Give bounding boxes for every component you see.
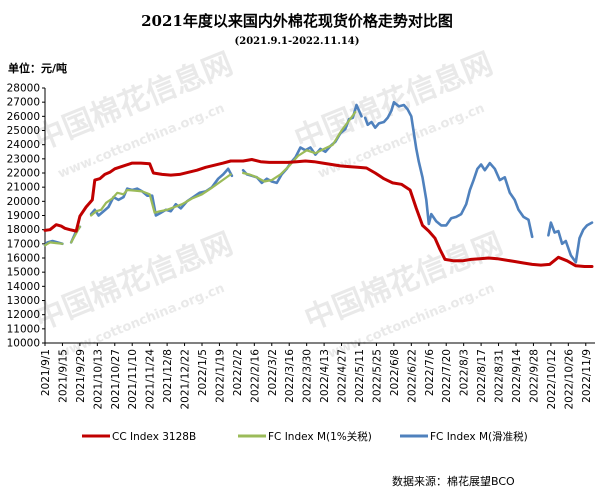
y-tick-label: 18000	[7, 224, 40, 236]
x-tick-label: 2022/9/14	[511, 349, 523, 403]
x-tick-label: 2022/9/28	[528, 349, 540, 403]
y-tick-label: 19000	[7, 210, 40, 222]
x-tick-label: 2022/3/2	[267, 349, 279, 396]
data-source: 数据来源：棉花展望BCO	[392, 474, 515, 488]
x-tick-label: 2022/10/12	[546, 349, 558, 410]
x-tick-label: 2022/8/17	[476, 349, 488, 403]
x-tick-label: 2022/6/8	[389, 349, 401, 396]
series-line-0	[43, 158, 594, 268]
y-tick-label: 27000	[7, 97, 40, 109]
y-tick-label: 22000	[7, 168, 40, 180]
x-axis: 2021/9/1 2021/9/15 2021/9/29 2021/10/13 2021…	[40, 342, 595, 410]
series-line-2	[363, 100, 534, 239]
x-tick-label: 2022/8/3	[459, 349, 471, 396]
y-axis: 10000 11000 12000 13000 14000 15000 16000 17000…	[7, 83, 46, 350]
x-tick-label: 2021/11/10	[127, 349, 139, 410]
y-tick-label: 17000	[7, 238, 40, 250]
y-tick-label: 14000	[7, 281, 40, 293]
legend-label: FC Index M(1%关税)	[268, 430, 372, 443]
x-tick-label: 2022/8/31	[494, 349, 506, 403]
x-tick-label: 2021/11/24	[145, 349, 157, 410]
x-tick-label: 2022/11/9	[581, 349, 593, 403]
x-tick-label: 2022/3/30	[302, 349, 314, 403]
y-tick-label: 25000	[7, 125, 40, 137]
y-tick-label: 11000	[7, 323, 40, 335]
x-tick-label: 2022/4/13	[319, 349, 331, 403]
y-tick-label: 23000	[7, 153, 40, 165]
y-tick-label: 21000	[7, 182, 40, 194]
x-tick-label: 2021/10/13	[92, 349, 104, 410]
series-layer	[43, 100, 594, 268]
x-tick-label: 2022/4/27	[337, 349, 349, 403]
x-tick-label: 2022/1/19	[214, 349, 226, 403]
series-line-2	[241, 103, 363, 185]
x-tick-label: 2021/12/22	[180, 349, 192, 410]
x-tick-label: 2022/7/6	[424, 349, 436, 396]
y-tick-label: 13000	[7, 295, 40, 307]
legend: CC Index 3128B FC Index M(1%关税) FC Index M…	[82, 430, 528, 443]
y-tick-label: 20000	[7, 196, 40, 208]
y-tick-label: 16000	[7, 253, 40, 265]
x-tick-label: 2021/9/15	[57, 349, 69, 403]
series-line-1	[242, 111, 357, 183]
series-line-2	[547, 221, 594, 264]
y-tick-label: 28000	[7, 83, 40, 95]
x-tick-label: 2022/7/20	[441, 349, 453, 403]
watermark-layer: 中国棉花信息网 www.cottonchina.org.cn 中国棉花信息网 w…	[30, 46, 508, 361]
series-line-1	[43, 241, 64, 247]
x-tick-label: 2022/10/26	[563, 349, 575, 410]
y-tick-label: 10000	[7, 338, 40, 350]
x-tick-label: 2022/1/5	[197, 349, 209, 396]
x-tick-label: 2021/9/29	[75, 349, 87, 403]
y-tick-label: 26000	[7, 111, 40, 123]
x-tick-label: 2021/10/27	[110, 349, 122, 410]
y-tick-label: 24000	[7, 139, 40, 151]
x-tick-label: 2022/2/16	[249, 349, 261, 403]
y-tick-label: 15000	[7, 267, 40, 279]
unit-label: 单位：元/吨	[8, 61, 67, 75]
legend-label: FC Index M(滑准税)	[430, 430, 528, 443]
y-tick-label: 12000	[7, 309, 40, 321]
x-tick-label: 2022/5/25	[371, 349, 383, 403]
legend-label: CC Index 3128B	[112, 431, 196, 443]
chart-subtitle: (2021.9.1-2022.11.14)	[235, 36, 360, 47]
x-tick-label: 2021/12/8	[162, 349, 174, 403]
x-tick-label: 2022/2/2	[232, 349, 244, 396]
x-tick-label: 2022/5/11	[354, 349, 366, 403]
series-line-1	[90, 173, 232, 217]
chart-title: 2021年度以来国内外棉花现货价格走势对比图	[141, 12, 453, 30]
x-tick-label: 2021/9/1	[40, 349, 52, 396]
x-tick-label: 2022/3/16	[284, 349, 296, 403]
x-tick-label: 2022/6/22	[406, 349, 418, 403]
